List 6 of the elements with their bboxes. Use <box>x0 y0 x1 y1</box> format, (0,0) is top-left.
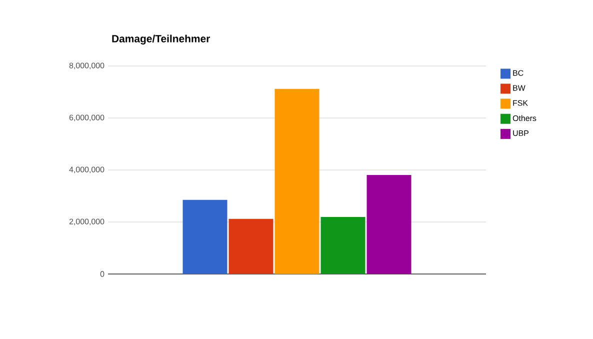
bar <box>320 217 366 274</box>
bar <box>182 200 228 274</box>
bar <box>366 174 412 274</box>
chart-title: Damage/Teilnehmer <box>112 34 210 45</box>
bar <box>274 88 320 274</box>
bar <box>228 218 274 274</box>
